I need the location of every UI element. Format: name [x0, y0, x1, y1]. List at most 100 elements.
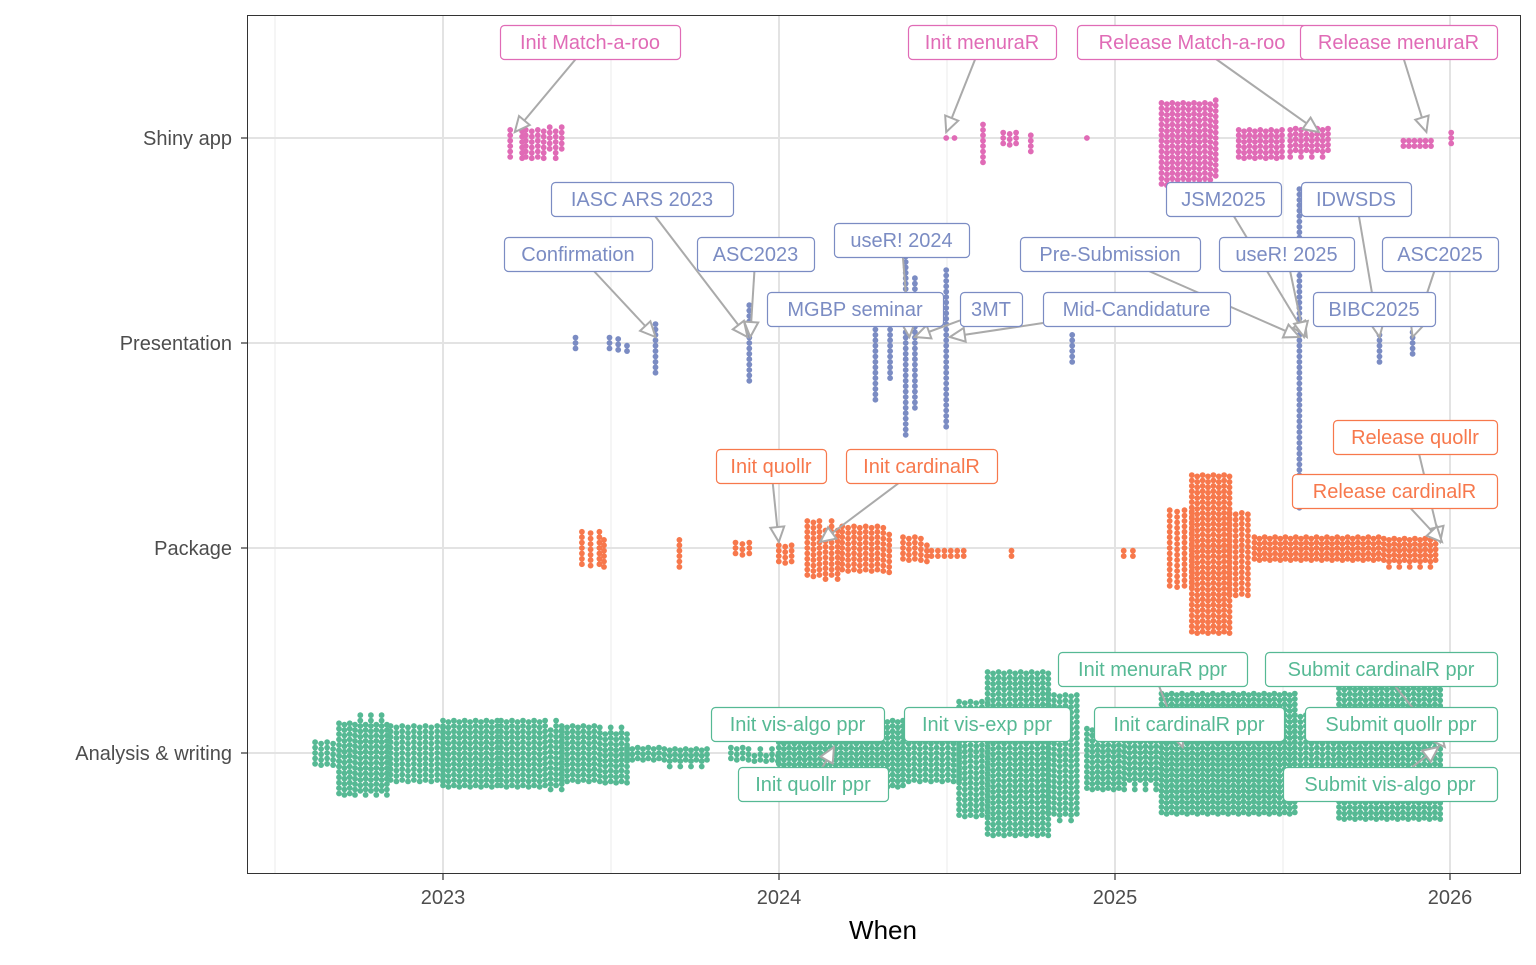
data-point [1188, 553, 1195, 559]
data-point [1341, 740, 1348, 747]
data-point [591, 755, 598, 762]
data-point [788, 542, 795, 549]
data-point [1006, 831, 1013, 837]
data-point [540, 139, 547, 145]
data-point [810, 557, 817, 563]
data-point [1185, 139, 1192, 145]
data-point [868, 524, 875, 531]
data-point [411, 739, 417, 746]
data-point [514, 719, 521, 725]
data-point [1210, 564, 1217, 570]
data-point [1069, 342, 1076, 349]
data-point [1324, 534, 1330, 541]
data-point [822, 565, 829, 572]
data-point [552, 155, 559, 162]
data-point [1261, 539, 1268, 546]
data-point [1292, 131, 1299, 137]
data-point [1039, 701, 1046, 708]
data-point [990, 756, 996, 763]
data-point [1130, 553, 1136, 559]
data-point [1210, 585, 1217, 592]
data-point [1256, 697, 1262, 704]
data-point [1196, 139, 1203, 145]
annotation-arrow [1215, 58, 1320, 133]
annotation-label: BIBC2025 [1312, 291, 1437, 328]
data-point [652, 353, 659, 360]
data-point [698, 763, 705, 770]
data-point [393, 746, 400, 752]
data-point [1215, 473, 1222, 480]
data-point [1336, 690, 1342, 697]
data-point [312, 739, 318, 746]
data-point [941, 553, 948, 559]
data-point [912, 329, 918, 336]
data-point [973, 781, 980, 787]
data-point [428, 735, 435, 741]
data-point [1409, 340, 1416, 346]
data-point [640, 746, 646, 752]
data-point [1240, 690, 1247, 697]
data-point [1362, 740, 1369, 747]
data-point [1257, 132, 1264, 139]
data-point [924, 553, 930, 559]
data-point [943, 413, 950, 419]
data-point [863, 746, 870, 752]
data-point [918, 541, 924, 547]
data-point [445, 724, 452, 731]
data-point [880, 535, 887, 542]
data-point [1325, 147, 1331, 154]
data-point [872, 396, 879, 403]
data-point [575, 773, 581, 779]
data-point [990, 751, 996, 758]
data-point [872, 342, 879, 349]
data-point [1199, 580, 1206, 586]
data-point [894, 773, 901, 779]
data-point [851, 550, 857, 557]
data-point [357, 723, 364, 729]
data-point [1184, 751, 1190, 758]
data-point [1181, 528, 1188, 535]
data-point [522, 137, 529, 144]
data-point [1164, 166, 1170, 172]
data-point [1235, 778, 1242, 785]
data-point [1276, 697, 1283, 704]
data-point [1221, 510, 1227, 516]
data-point [884, 746, 891, 752]
data-point [1084, 774, 1090, 781]
data-point [961, 700, 968, 706]
data-point [863, 740, 870, 747]
data-point [1199, 493, 1206, 500]
data-point [1056, 796, 1063, 802]
annotation-label: useR! 2025 [1218, 236, 1356, 273]
data-point [1207, 139, 1214, 145]
data-point [1051, 805, 1057, 812]
data-point [1240, 744, 1247, 751]
data-point [1185, 128, 1192, 135]
data-point [1220, 771, 1226, 778]
data-point [586, 729, 592, 736]
data-point [1298, 154, 1304, 160]
data-point [1028, 750, 1035, 756]
data-point [911, 777, 918, 783]
data-point [1240, 798, 1247, 805]
data-point [1105, 763, 1112, 770]
data-point [1199, 755, 1206, 762]
data-point [1226, 624, 1233, 631]
data-point [1169, 159, 1176, 166]
data-point [434, 771, 441, 778]
data-point [886, 542, 893, 549]
data-point [900, 545, 906, 551]
data-point [939, 773, 946, 779]
data-point [906, 541, 912, 547]
data-point [745, 756, 752, 763]
data-point [1362, 746, 1369, 752]
data-point [428, 756, 435, 763]
data-point [1013, 140, 1019, 147]
data-point [945, 750, 951, 756]
data-point [1235, 132, 1242, 139]
data-point [1220, 809, 1226, 816]
data-point [1116, 752, 1122, 759]
data-point [1168, 771, 1175, 778]
data-point [1365, 555, 1372, 562]
data-point [1039, 771, 1046, 778]
